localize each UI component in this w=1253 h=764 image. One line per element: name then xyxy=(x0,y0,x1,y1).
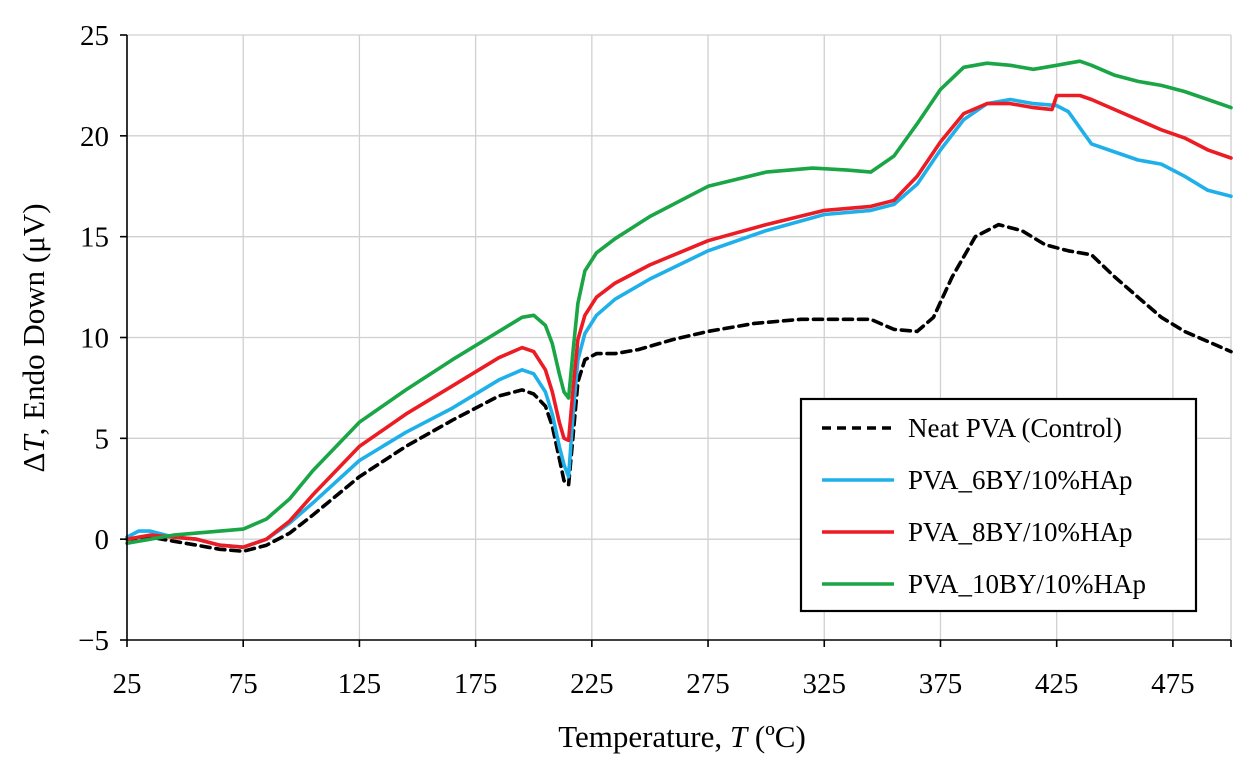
series-line-4 xyxy=(125,59,1233,546)
legend-label: Neat PVA (Control) xyxy=(908,413,1122,443)
x-tick-label: 475 xyxy=(1151,668,1195,700)
legend: Neat PVA (Control) PVA_6BY/10%HAp PVA_8BY/… xyxy=(799,397,1198,613)
y-tick-label: −5 xyxy=(78,625,109,657)
legend-box xyxy=(799,397,1198,613)
y-tick-label: 10 xyxy=(80,323,109,355)
legend-items: Neat PVA (Control) PVA_6BY/10%HAp PVA_8BY/… xyxy=(822,413,1146,599)
legend-label: PVA_8BY/10%HAp xyxy=(908,517,1133,547)
y-tick-label: 15 xyxy=(80,222,109,254)
x-tick-label: 375 xyxy=(919,668,963,700)
y-tick-label: 20 xyxy=(80,121,109,153)
x-tick-label: 425 xyxy=(1035,668,1079,700)
series-line-3 xyxy=(125,93,1233,550)
y-ticks: −5 0 5 10 15 20 25 xyxy=(78,20,127,657)
x-tick-label: 125 xyxy=(338,668,382,700)
x-tick-label: 325 xyxy=(803,668,847,700)
y-tick-label: 0 xyxy=(95,524,110,556)
legend-label: PVA_6BY/10%HAp xyxy=(908,465,1133,495)
series-line-1 xyxy=(125,222,1233,554)
x-axis-title: Temperature, T (ºC) xyxy=(558,719,806,754)
y-tick-label: 5 xyxy=(95,423,110,455)
series-layer xyxy=(125,59,1233,554)
y-tick-label: 25 xyxy=(80,20,109,52)
x-tick-label: 275 xyxy=(686,668,730,700)
legend-label: PVA_10BY/10%HAp xyxy=(908,569,1146,599)
x-tick-label: 175 xyxy=(454,668,498,700)
y-axis-title: ΔT, Endo Down (μV) xyxy=(16,203,51,472)
x-tick-label: 225 xyxy=(570,668,614,700)
x-tick-label: 75 xyxy=(229,668,258,700)
x-ticks: 25 75 125 175 225 275 325 375 425 475 xyxy=(113,640,1232,700)
x-tick-label: 25 xyxy=(113,668,142,700)
